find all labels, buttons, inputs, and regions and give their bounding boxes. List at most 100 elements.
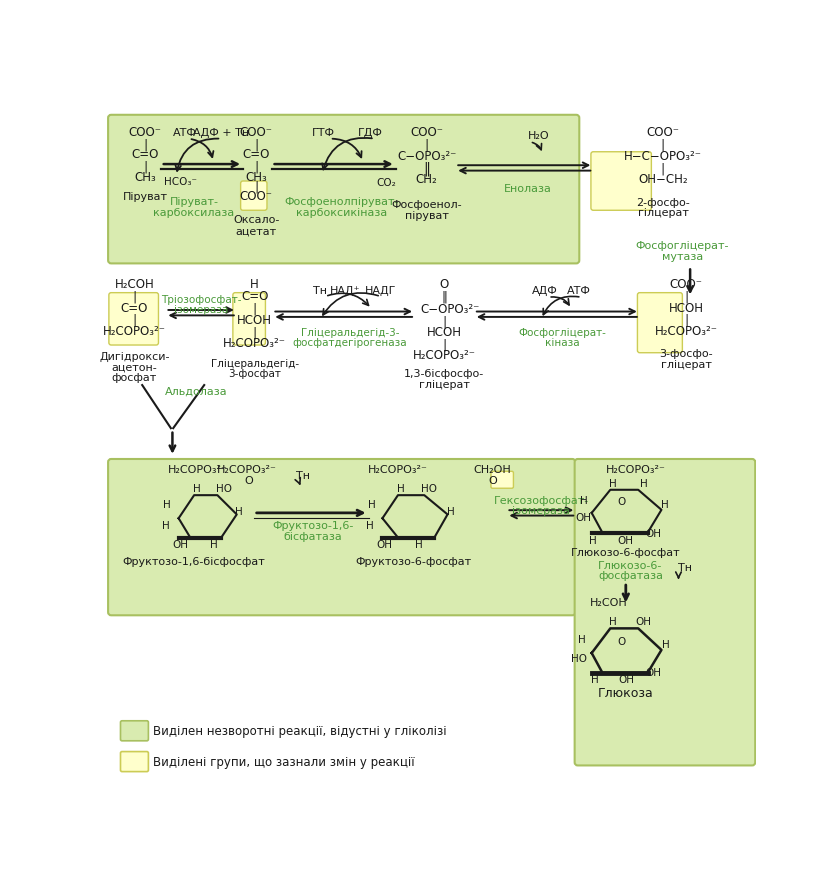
Text: CH₃: CH₃ <box>134 171 156 183</box>
Text: H: H <box>590 536 597 546</box>
Text: Фосфогліцерат-: Фосфогліцерат- <box>518 329 606 338</box>
Text: COO⁻: COO⁻ <box>239 126 273 139</box>
FancyBboxPatch shape <box>575 459 755 766</box>
Text: H: H <box>447 507 454 517</box>
Text: фосфатаза: фосфатаза <box>598 571 663 581</box>
Text: ізомераза: ізомераза <box>512 506 570 517</box>
Text: H₂COPO₃²⁻: H₂COPO₃²⁻ <box>606 465 666 475</box>
FancyBboxPatch shape <box>108 459 575 615</box>
Text: |: | <box>254 138 258 152</box>
FancyBboxPatch shape <box>109 292 159 345</box>
Text: COO⁻: COO⁻ <box>410 126 444 139</box>
Text: H: H <box>192 484 200 494</box>
Text: Альдолаза: Альдолаза <box>165 386 228 396</box>
Text: НАД⁺: НАД⁺ <box>330 286 360 296</box>
Text: C=O: C=O <box>243 148 270 161</box>
Text: Πіруват: Πіруват <box>123 192 168 202</box>
Text: бісфатаза: бісфатаза <box>283 532 342 541</box>
Text: 2-фосфо-: 2-фосфо- <box>636 198 690 207</box>
Text: Фосфоенол-: Фосфоенол- <box>391 200 462 210</box>
Text: H₂COH: H₂COH <box>114 278 155 291</box>
Text: мутаза: мутаза <box>662 253 703 262</box>
Text: H: H <box>397 484 405 494</box>
Text: Τн: Τн <box>296 471 310 481</box>
Text: OH: OH <box>618 675 634 685</box>
Text: АДФ + Τн: АДФ + Τн <box>193 128 249 138</box>
Text: C−OPO₃²⁻: C−OPO₃²⁻ <box>420 303 480 316</box>
FancyBboxPatch shape <box>108 115 580 263</box>
FancyBboxPatch shape <box>120 751 149 772</box>
Text: H₂COPO₃²⁻: H₂COPO₃²⁻ <box>103 325 166 338</box>
Text: C=O: C=O <box>132 148 159 161</box>
Text: ізомераза: ізомераза <box>174 305 228 315</box>
Text: АТФ: АТФ <box>567 286 591 296</box>
Text: фосфат: фосфат <box>112 373 157 383</box>
Text: |: | <box>661 162 665 175</box>
Text: COO⁻: COO⁻ <box>239 190 273 203</box>
Text: |: | <box>661 138 665 152</box>
Text: Глюкозо-6-: Глюкозо-6- <box>598 561 663 571</box>
Text: ацетат: ацетат <box>235 226 276 236</box>
Text: піруват: піруват <box>405 211 449 221</box>
Text: H: H <box>580 495 588 506</box>
Text: H: H <box>609 618 617 627</box>
FancyBboxPatch shape <box>120 721 149 741</box>
Text: OH: OH <box>646 668 662 678</box>
Text: |: | <box>133 314 137 327</box>
Text: |: | <box>133 291 137 304</box>
Text: H: H <box>662 641 670 650</box>
Text: |: | <box>143 160 148 174</box>
Text: H₂O: H₂O <box>528 130 550 141</box>
Text: ацетон-: ацетон- <box>112 362 157 372</box>
Text: Фосфогліцерат-: Фосфогліцерат- <box>636 242 729 252</box>
Text: |: | <box>143 138 148 152</box>
Text: HCO₃⁻: HCO₃⁻ <box>164 177 197 187</box>
FancyBboxPatch shape <box>638 292 682 353</box>
Text: Гліцеральдегід-: Гліцеральдегід- <box>211 359 299 369</box>
Text: Оксало-: Оксало- <box>233 215 280 225</box>
Text: Глюкоза: Глюкоза <box>598 687 654 700</box>
Text: COO⁻: COO⁻ <box>129 126 162 139</box>
Text: H: H <box>578 635 585 645</box>
Text: H: H <box>161 521 170 531</box>
Text: C=O: C=O <box>121 301 148 315</box>
Text: H: H <box>591 675 599 685</box>
Text: АДФ: АДФ <box>533 286 558 296</box>
Text: HCOH: HCOH <box>427 326 462 339</box>
Text: Τн: Τн <box>678 563 691 573</box>
Text: H: H <box>163 501 171 510</box>
Text: OH: OH <box>575 513 591 524</box>
Text: HCOH: HCOH <box>669 301 704 315</box>
Text: H₂COPO₃²⁻: H₂COPO₃²⁻ <box>223 337 286 350</box>
Text: |: | <box>254 160 258 174</box>
Text: HO: HO <box>421 484 437 494</box>
FancyBboxPatch shape <box>233 292 265 345</box>
Text: OH: OH <box>376 540 392 550</box>
Text: Виділен незворотні реакції, відустні у гліколізі: Виділен незворотні реакції, відустні у г… <box>153 725 447 738</box>
Text: Енолаза: Енолаза <box>504 184 552 195</box>
Text: H₂COPO₃²⁻: H₂COPO₃²⁻ <box>217 465 276 475</box>
Text: Глюкозо-6-фосфат: Глюкозо-6-фосфат <box>571 548 680 558</box>
Text: COO⁻: COO⁻ <box>669 278 703 291</box>
Text: C−OPO₃²⁻: C−OPO₃²⁻ <box>397 150 456 163</box>
Text: OH−CH₂: OH−CH₂ <box>638 173 688 186</box>
Text: |: | <box>443 315 447 329</box>
Text: 3-фосфо-: 3-фосфо- <box>659 349 713 359</box>
Text: Фруктозо-1,6-бісфосфат: Фруктозо-1,6-бісфосфат <box>123 557 265 567</box>
Text: Фруктозо-6-фосфат: Фруктозо-6-фосфат <box>355 557 471 567</box>
Text: H: H <box>210 540 218 550</box>
Text: H: H <box>415 540 423 550</box>
Text: CH₃: CH₃ <box>245 171 267 183</box>
FancyBboxPatch shape <box>491 471 513 488</box>
Text: |: | <box>253 302 257 315</box>
Text: H₂COH: H₂COH <box>590 598 627 608</box>
Text: 3-фосфат: 3-фосфат <box>228 369 281 378</box>
Text: Фосфоенолпіруват-: Фосфоенолпіруват- <box>284 197 399 206</box>
Text: ГДФ: ГДФ <box>358 128 382 138</box>
Text: COO⁻: COO⁻ <box>647 126 680 139</box>
Text: гліцерат: гліцерат <box>419 380 470 390</box>
Text: O: O <box>440 278 449 291</box>
Text: H₂COPO₃²⁻: H₂COPO₃²⁻ <box>368 465 428 475</box>
Text: карбоксикіназа: карбоксикіназа <box>296 207 387 218</box>
Text: OH: OH <box>646 529 662 539</box>
